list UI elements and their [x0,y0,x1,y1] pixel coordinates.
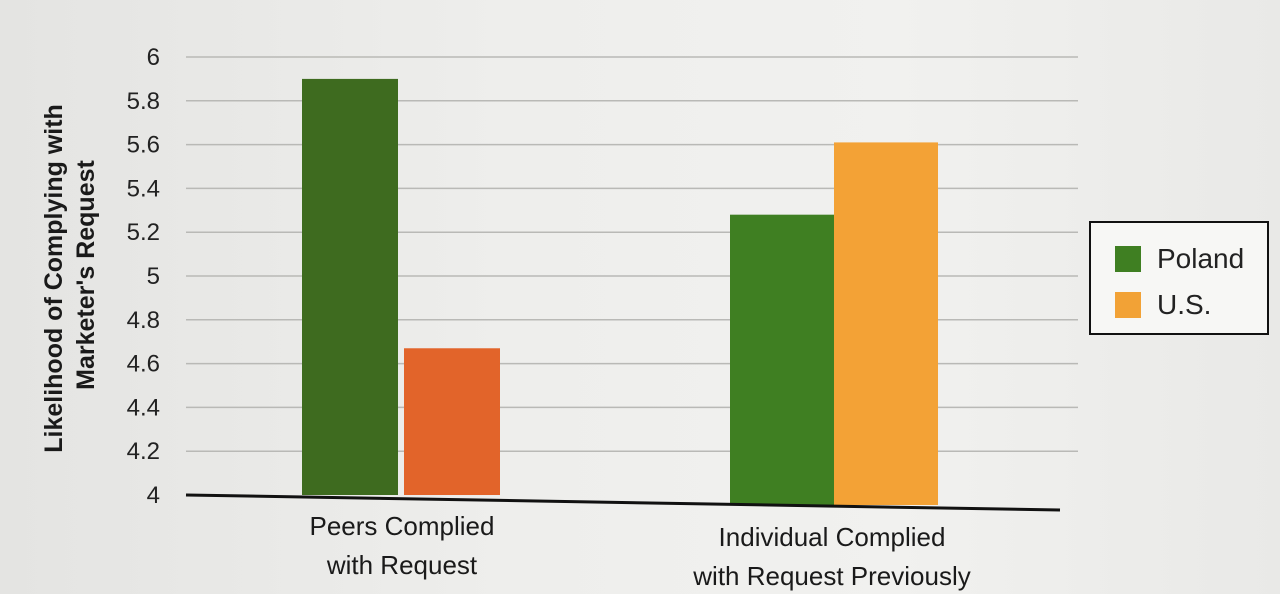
x-category-label: Individual Complied [719,522,946,552]
bar-us-1 [404,348,500,495]
bar-us-2 [834,142,938,505]
y-tick-label: 5.2 [127,219,160,246]
category-labels: Peers Complied with Request Individual Com… [310,511,971,591]
y-axis-label: Likelihood of Complying with Marketer's … [40,97,100,453]
y-axis-label-line-1: Likelihood of Complying with [40,104,68,453]
legend-label-poland: Poland [1157,243,1244,274]
y-tick-label: 4.8 [127,307,160,334]
x-category-label: with Request Previously [692,561,970,591]
y-tick-label: 4.6 [127,351,160,378]
y-tick-label: 5.8 [127,88,160,115]
y-tick-label: 4 [147,482,160,509]
x-category-label: Peers Complied [310,511,495,541]
y-tick-label: 4.2 [127,438,160,465]
y-tick-label: 5.6 [127,132,160,159]
x-axis-line [185,493,1061,512]
legend: Poland U.S. [1089,221,1269,335]
legend-label-us: U.S. [1157,289,1211,320]
y-tick-label: 5 [147,263,160,290]
legend-swatch-poland [1115,246,1141,272]
bars [302,78,938,505]
y-tick-label: 6 [147,44,160,71]
y-axis-label-line-2: Marketer's Request [72,160,100,390]
bar-poland-2 [730,214,834,505]
bar-poland-1 [302,78,398,496]
x-category-label: with Request [326,550,478,580]
legend-swatch-us [1115,292,1141,318]
y-tick-label: 4.4 [127,394,160,421]
y-tick-label: 5.4 [127,175,160,202]
y-axis-ticks: 4 4.2 4.4 4.6 4.8 5 5.2 5.4 5.6 5.8 6 [127,44,160,509]
